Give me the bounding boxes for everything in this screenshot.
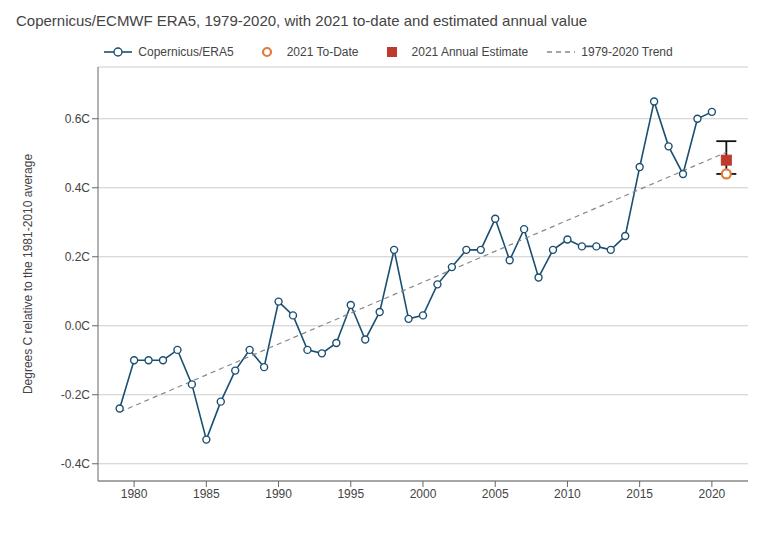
svg-text:0.6C: 0.6C <box>65 112 91 126</box>
html-text:Copernicus/ERA5: Copernicus/ERA5 <box>138 45 234 59</box>
svg-text:2000: 2000 <box>410 487 437 501</box>
html-text:1979-2020 Trend: 1979-2020 Trend <box>581 45 673 59</box>
svg-text:0.2C: 0.2C <box>65 250 91 264</box>
svg-text:Degrees C relative to the 1981: Degrees C relative to the 1981-2010 aver… <box>21 154 35 394</box>
svg-text:-0.4C: -0.4C <box>61 457 91 471</box>
svg-text:2015: 2015 <box>626 487 653 501</box>
svg-text:-0.2C: -0.2C <box>61 388 91 402</box>
svg-text:0.4C: 0.4C <box>65 181 91 195</box>
html-text:2021 Annual Estimate: 2021 Annual Estimate <box>411 45 529 59</box>
svg-text:2010: 2010 <box>554 487 581 501</box>
html-text:Copernicus/ECMWF ERA5, 1979-20: Copernicus/ECMWF ERA5, 1979-2020, with 2… <box>16 12 588 29</box>
svg-text:2005: 2005 <box>482 487 509 501</box>
svg-text:2020: 2020 <box>699 487 726 501</box>
svg-text:1985: 1985 <box>193 487 220 501</box>
svg-text:1995: 1995 <box>337 487 364 501</box>
svg-text:1980: 1980 <box>121 487 148 501</box>
svg-text:1990: 1990 <box>265 487 292 501</box>
html-text:2021 To-Date: 2021 To-Date <box>286 45 359 59</box>
svg-text:0.0C: 0.0C <box>65 319 91 333</box>
